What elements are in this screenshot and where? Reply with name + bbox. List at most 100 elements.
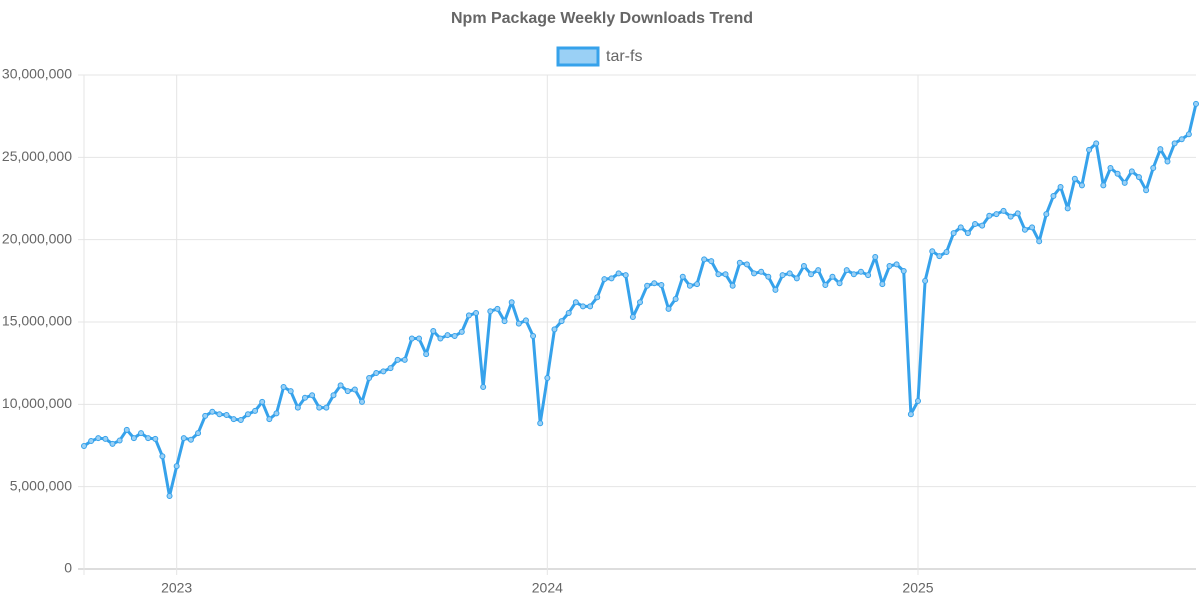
data-point <box>95 435 102 442</box>
data-point <box>786 270 793 277</box>
data-point <box>1000 207 1007 214</box>
data-point <box>1143 187 1150 194</box>
data-point <box>1093 140 1100 147</box>
data-point <box>686 282 693 289</box>
data-point <box>130 435 137 442</box>
data-point <box>558 318 565 325</box>
data-point <box>1057 183 1064 190</box>
data-point <box>1164 158 1171 165</box>
data-point <box>1014 210 1021 217</box>
data-point <box>237 416 244 423</box>
data-point <box>244 411 251 418</box>
data-point <box>608 275 615 282</box>
data-point <box>679 273 686 280</box>
data-point <box>1193 100 1199 107</box>
legend-label: tar-fs <box>606 48 642 65</box>
data-point <box>1050 193 1057 200</box>
data-point <box>765 273 772 280</box>
data-point <box>865 272 872 279</box>
data-point <box>1100 182 1107 189</box>
data-point <box>893 261 900 268</box>
data-point <box>159 453 166 460</box>
data-point <box>287 388 294 395</box>
data-point <box>537 420 544 427</box>
data-point <box>102 435 109 442</box>
data-point <box>359 398 365 405</box>
data-point <box>195 430 202 437</box>
data-point <box>458 328 465 335</box>
legend-swatch <box>556 46 600 67</box>
data-point <box>551 326 558 333</box>
data-point <box>1071 175 1078 182</box>
data-point <box>665 305 672 312</box>
data-point <box>81 442 87 449</box>
data-point <box>622 272 629 279</box>
chart-title: Npm Package Weekly Downloads Trend <box>451 10 753 27</box>
data-point <box>1043 211 1050 218</box>
data-point <box>993 211 1000 218</box>
data-point <box>1185 131 1192 138</box>
data-point <box>651 280 658 287</box>
data-point <box>530 332 537 339</box>
data-point <box>252 407 259 414</box>
data-point <box>850 271 857 278</box>
data-point <box>366 374 373 381</box>
data-point <box>394 356 401 363</box>
data-point <box>416 335 423 342</box>
data-point <box>779 272 786 279</box>
data-point <box>273 410 280 417</box>
data-point <box>815 267 822 274</box>
data-point <box>922 277 929 284</box>
data-point <box>330 392 337 399</box>
x-tick-label: 2024 <box>532 580 563 596</box>
data-point <box>872 253 879 260</box>
data-point <box>1029 224 1036 231</box>
data-point <box>401 356 408 363</box>
y-tick-label: 0 <box>64 560 72 576</box>
data-point <box>180 435 187 442</box>
data-point <box>743 261 750 268</box>
data-point <box>430 328 437 335</box>
data-point <box>508 299 515 306</box>
data-point <box>601 276 608 283</box>
data-point <box>829 273 836 280</box>
data-point <box>451 332 458 339</box>
data-point <box>323 404 330 411</box>
y-tick-label: 25,000,000 <box>2 148 72 164</box>
data-point <box>294 404 301 411</box>
y-tick-label: 10,000,000 <box>2 395 72 411</box>
data-point <box>187 436 194 443</box>
data-point <box>751 270 758 277</box>
data-point <box>722 271 729 278</box>
data-point <box>465 312 472 319</box>
data-point <box>729 282 736 289</box>
data-point <box>694 281 701 288</box>
data-point <box>629 314 636 321</box>
data-point <box>408 335 415 342</box>
data-point <box>373 370 380 377</box>
data-point <box>423 351 430 358</box>
data-point <box>230 416 237 423</box>
data-point <box>900 267 907 274</box>
data-point <box>964 230 971 237</box>
data-point <box>972 221 979 228</box>
data-point <box>337 382 344 389</box>
data-point <box>216 411 223 418</box>
data-point <box>715 271 722 278</box>
data-point <box>986 212 993 219</box>
data-point <box>565 309 572 316</box>
data-point <box>501 318 508 325</box>
data-point <box>123 426 130 433</box>
data-point <box>1171 140 1178 147</box>
data-point <box>209 408 216 415</box>
data-point <box>480 384 487 391</box>
data-point <box>1107 165 1114 172</box>
data-point <box>800 263 807 270</box>
data-point <box>758 268 765 275</box>
data-point <box>166 493 173 500</box>
data-point <box>579 303 586 310</box>
data-point <box>280 384 287 391</box>
data-point <box>1114 170 1121 177</box>
x-tick-label: 2025 <box>902 580 933 596</box>
